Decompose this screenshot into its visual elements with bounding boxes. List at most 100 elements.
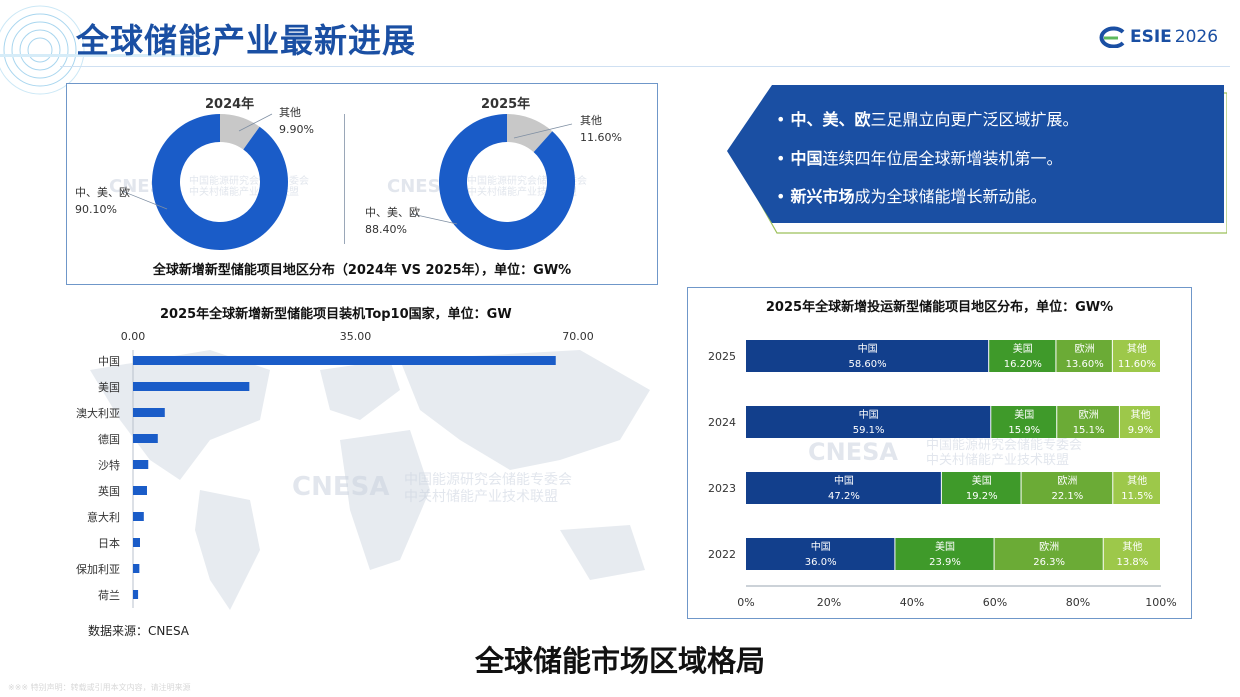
stacked-chart: 2025 中国 58.60% 美国 16.20% 欧洲 13.60% 其他 11.60% 2024…: [708, 340, 1177, 609]
slide-subtitle: 全球储能市场区域格局: [474, 644, 765, 678]
stack-segment: [1057, 406, 1119, 438]
bar-category-label: 日本: [98, 536, 120, 550]
highlight-item: • 中、美、欧三足鼎立向更广泛区域扩展。: [776, 110, 1079, 129]
bar: [133, 590, 139, 599]
stack-segment: [746, 472, 941, 504]
stack-series-label: 美国: [1014, 408, 1034, 421]
stack-value-label: 16.20%: [1004, 359, 1042, 370]
header-decoration: [0, 5, 200, 95]
data-source: 数据来源：CNESA: [88, 624, 189, 638]
watermark-logo: CNESA: [292, 472, 390, 502]
bar-tick-label: 70.00: [562, 330, 594, 343]
stack-segment: [1113, 472, 1160, 504]
stack-value-label: 59.1%: [853, 425, 885, 436]
stack-category-label: 2024: [708, 416, 736, 429]
bar: [133, 434, 158, 443]
stack-segment: [746, 406, 991, 438]
bar-category-label: 英国: [98, 484, 120, 498]
stack-value-label: 9.9%: [1128, 425, 1153, 436]
stack-category-label: 2023: [708, 482, 736, 495]
stack-tick-label: 0%: [737, 596, 754, 609]
bar: [133, 564, 140, 573]
bar-chart-title: 2025年全球新增新型储能项目装机Top10国家，单位：GW: [160, 307, 512, 322]
stack-value-label: 23.9%: [929, 557, 961, 568]
donut-slice-main: [439, 114, 575, 250]
bar: [133, 486, 147, 495]
donut-2024-title: 2024年: [205, 97, 255, 112]
bar: [133, 356, 556, 365]
stacked-chart-panel: 2025年全球新增投运新型储能项目地区分布，单位：GW% CNESA 中国能源研…: [687, 287, 1192, 619]
highlights-box: [727, 85, 1227, 234]
stack-value-label: 58.60%: [849, 359, 887, 370]
highlight-item: • 中国连续四年位居全球新增装机第一。: [776, 149, 1063, 168]
bar-category-label: 澳大利亚: [76, 406, 120, 420]
donut-slice-main: [152, 114, 288, 250]
brand-name: ESIE 2026: [1130, 27, 1219, 47]
donut-svg: [121, 113, 575, 250]
stack-category-label: 2022: [708, 548, 736, 561]
watermark-text: 中国能源研究会储能专委会 中关村储能产业技术联盟: [926, 438, 1083, 468]
stack-tick-label: 80%: [1066, 596, 1090, 609]
stack-value-label: 15.9%: [1008, 425, 1040, 436]
bar-category-label: 中国: [98, 355, 120, 368]
bar: [133, 408, 165, 417]
stack-series-label: 其他: [1130, 408, 1150, 421]
bar-category-label: 保加利亚: [76, 562, 120, 576]
stack-value-label: 11.5%: [1121, 491, 1153, 502]
stack-series-label: 其他: [1127, 474, 1147, 487]
stack-segment: [1021, 472, 1113, 504]
donut-chart-2025: [439, 114, 575, 250]
stack-series-label: 美国: [935, 540, 955, 553]
stack-value-label: 11.60%: [1118, 359, 1156, 370]
stack-series-label: 中国: [859, 408, 879, 421]
stack-value-label: 15.1%: [1073, 425, 1105, 436]
watermark-logo: CNESA: [808, 438, 898, 466]
stack-series-label: 欧洲: [1057, 475, 1077, 487]
stack-segment: [994, 538, 1103, 570]
bar: [133, 538, 140, 547]
stack-tick-label: 100%: [1145, 596, 1176, 609]
stack-tick-label: 20%: [817, 596, 841, 609]
footnote: ※※※ 特别声明：转载或引用本文内容，请注明来源: [8, 683, 191, 692]
donut-2025-main-label: 中、美、欧 88.40%: [365, 206, 420, 236]
stack-segment: [1103, 538, 1160, 570]
stack-value-label: 13.60%: [1066, 359, 1104, 370]
page-title: 全球储能产业最新进展: [76, 21, 416, 60]
stack-tick-label: 40%: [900, 596, 924, 609]
stack-series-label: 中国: [834, 474, 854, 487]
stack-segment: [1119, 406, 1160, 438]
bar-category-label: 沙特: [98, 458, 120, 472]
stack-segment: [991, 406, 1057, 438]
watermark-text: 中国能源研究会储能专委会 中关村储能产业技术联盟: [404, 472, 572, 505]
donut-2024-main-label: 中、美、欧 90.10%: [75, 186, 130, 216]
esie-logo-icon: [1099, 26, 1125, 48]
stack-series-label: 其他: [1127, 342, 1147, 355]
donut-2025-title: 2025年: [481, 97, 531, 112]
stack-series-label: 中国: [858, 342, 878, 355]
highlight-item: • 新兴市场成为全球储能增长新动能。: [776, 187, 1047, 206]
stacked-chart-title: 2025年全球新增投运新型储能项目地区分布，单位：GW%: [765, 300, 1114, 315]
bar: [133, 512, 144, 521]
donut-slice-other: [220, 114, 260, 150]
bar-category-label: 德国: [98, 432, 120, 446]
stack-segment: [895, 538, 994, 570]
stack-series-label: 欧洲: [1079, 409, 1099, 421]
bar-tick-label: 35.00: [340, 330, 372, 343]
donut-slice-other: [507, 114, 553, 153]
stack-segment: [746, 340, 989, 372]
donut-2024-other-label: 其他 9.90%: [279, 106, 314, 136]
bar-category-label: 美国: [98, 381, 120, 394]
watermark-text: 中国能源研究会储能专委会 中关村储能产业技术联盟: [189, 176, 309, 198]
world-map-background: [90, 350, 650, 610]
bar: [133, 382, 250, 391]
stack-tick-label: 60%: [983, 596, 1007, 609]
donut-caption: 全球新增新型储能项目地区分布（2024年 VS 2025年），单位：GW%: [152, 263, 572, 278]
stack-segment: [989, 340, 1056, 372]
donut-panel: 2024年 2025年 CNESA 中国能源研究会储能专委会 中关村储能产业技术联…: [66, 83, 658, 285]
stack-series-label: 中国: [811, 540, 831, 553]
leader-line: [411, 213, 458, 225]
stack-value-label: 47.2%: [828, 491, 860, 502]
stack-segment: [746, 538, 895, 570]
bar: [133, 460, 149, 469]
